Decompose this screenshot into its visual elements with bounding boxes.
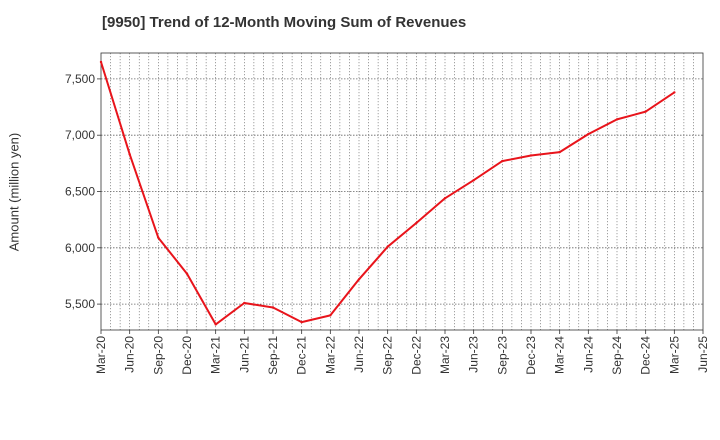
x-tick-label: Sep-23 [495, 336, 509, 375]
x-tick-label: Mar-25 [667, 336, 681, 374]
data-point [157, 236, 160, 239]
data-point [243, 301, 246, 305]
x-tick-label: Dec-23 [524, 336, 538, 375]
data-point [99, 60, 103, 64]
data-point [271, 306, 275, 309]
data-point [529, 154, 533, 157]
x-tick-label: Jun-20 [123, 336, 137, 373]
data-point [415, 221, 418, 225]
x-tick-label: Sep-21 [266, 336, 280, 375]
y-tick-label: 7,000 [65, 128, 95, 142]
data-point [558, 150, 561, 154]
x-tick-label: Mar-20 [94, 336, 108, 374]
x-tick-label: Mar-23 [438, 336, 452, 374]
data-point [128, 153, 131, 156]
data-point [644, 110, 647, 113]
x-tick-label: Sep-20 [151, 336, 165, 375]
data-point [673, 91, 676, 94]
x-tick-label: Dec-21 [295, 336, 309, 375]
x-tick-label: Mar-24 [553, 336, 567, 374]
data-point [214, 323, 217, 326]
x-tick-label: Jun-23 [467, 336, 481, 373]
x-tick-label: Dec-20 [180, 336, 194, 375]
data-point [472, 179, 475, 182]
data-point [386, 245, 389, 248]
data-point [587, 132, 590, 136]
x-tick-label: Jun-22 [352, 336, 366, 373]
data-point [329, 314, 332, 317]
x-tick-label: Jun-25 [696, 336, 710, 373]
x-tick-label: Jun-21 [237, 336, 251, 373]
x-tick-label: Mar-22 [323, 336, 337, 374]
x-tick-label: Sep-24 [610, 336, 624, 375]
data-point [357, 278, 361, 281]
data-point [185, 272, 189, 275]
data-point [443, 197, 447, 200]
x-tick-label: Sep-22 [381, 336, 395, 375]
x-tick-label: Dec-22 [409, 336, 423, 375]
y-tick-label: 6,500 [65, 185, 95, 199]
chart-title: [9950] Trend of 12-Month Moving Sum of R… [102, 14, 467, 31]
data-point [300, 320, 303, 324]
x-tick-label: Mar-21 [209, 336, 223, 374]
y-tick-label: 6,000 [65, 241, 95, 255]
data-point [501, 159, 504, 163]
x-tick-label: Jun-24 [581, 336, 595, 373]
y-tick-label: 7,500 [65, 72, 95, 86]
data-point [615, 118, 619, 121]
x-tick-label: Dec-24 [639, 336, 653, 375]
y-tick-label: 5,500 [65, 297, 95, 311]
